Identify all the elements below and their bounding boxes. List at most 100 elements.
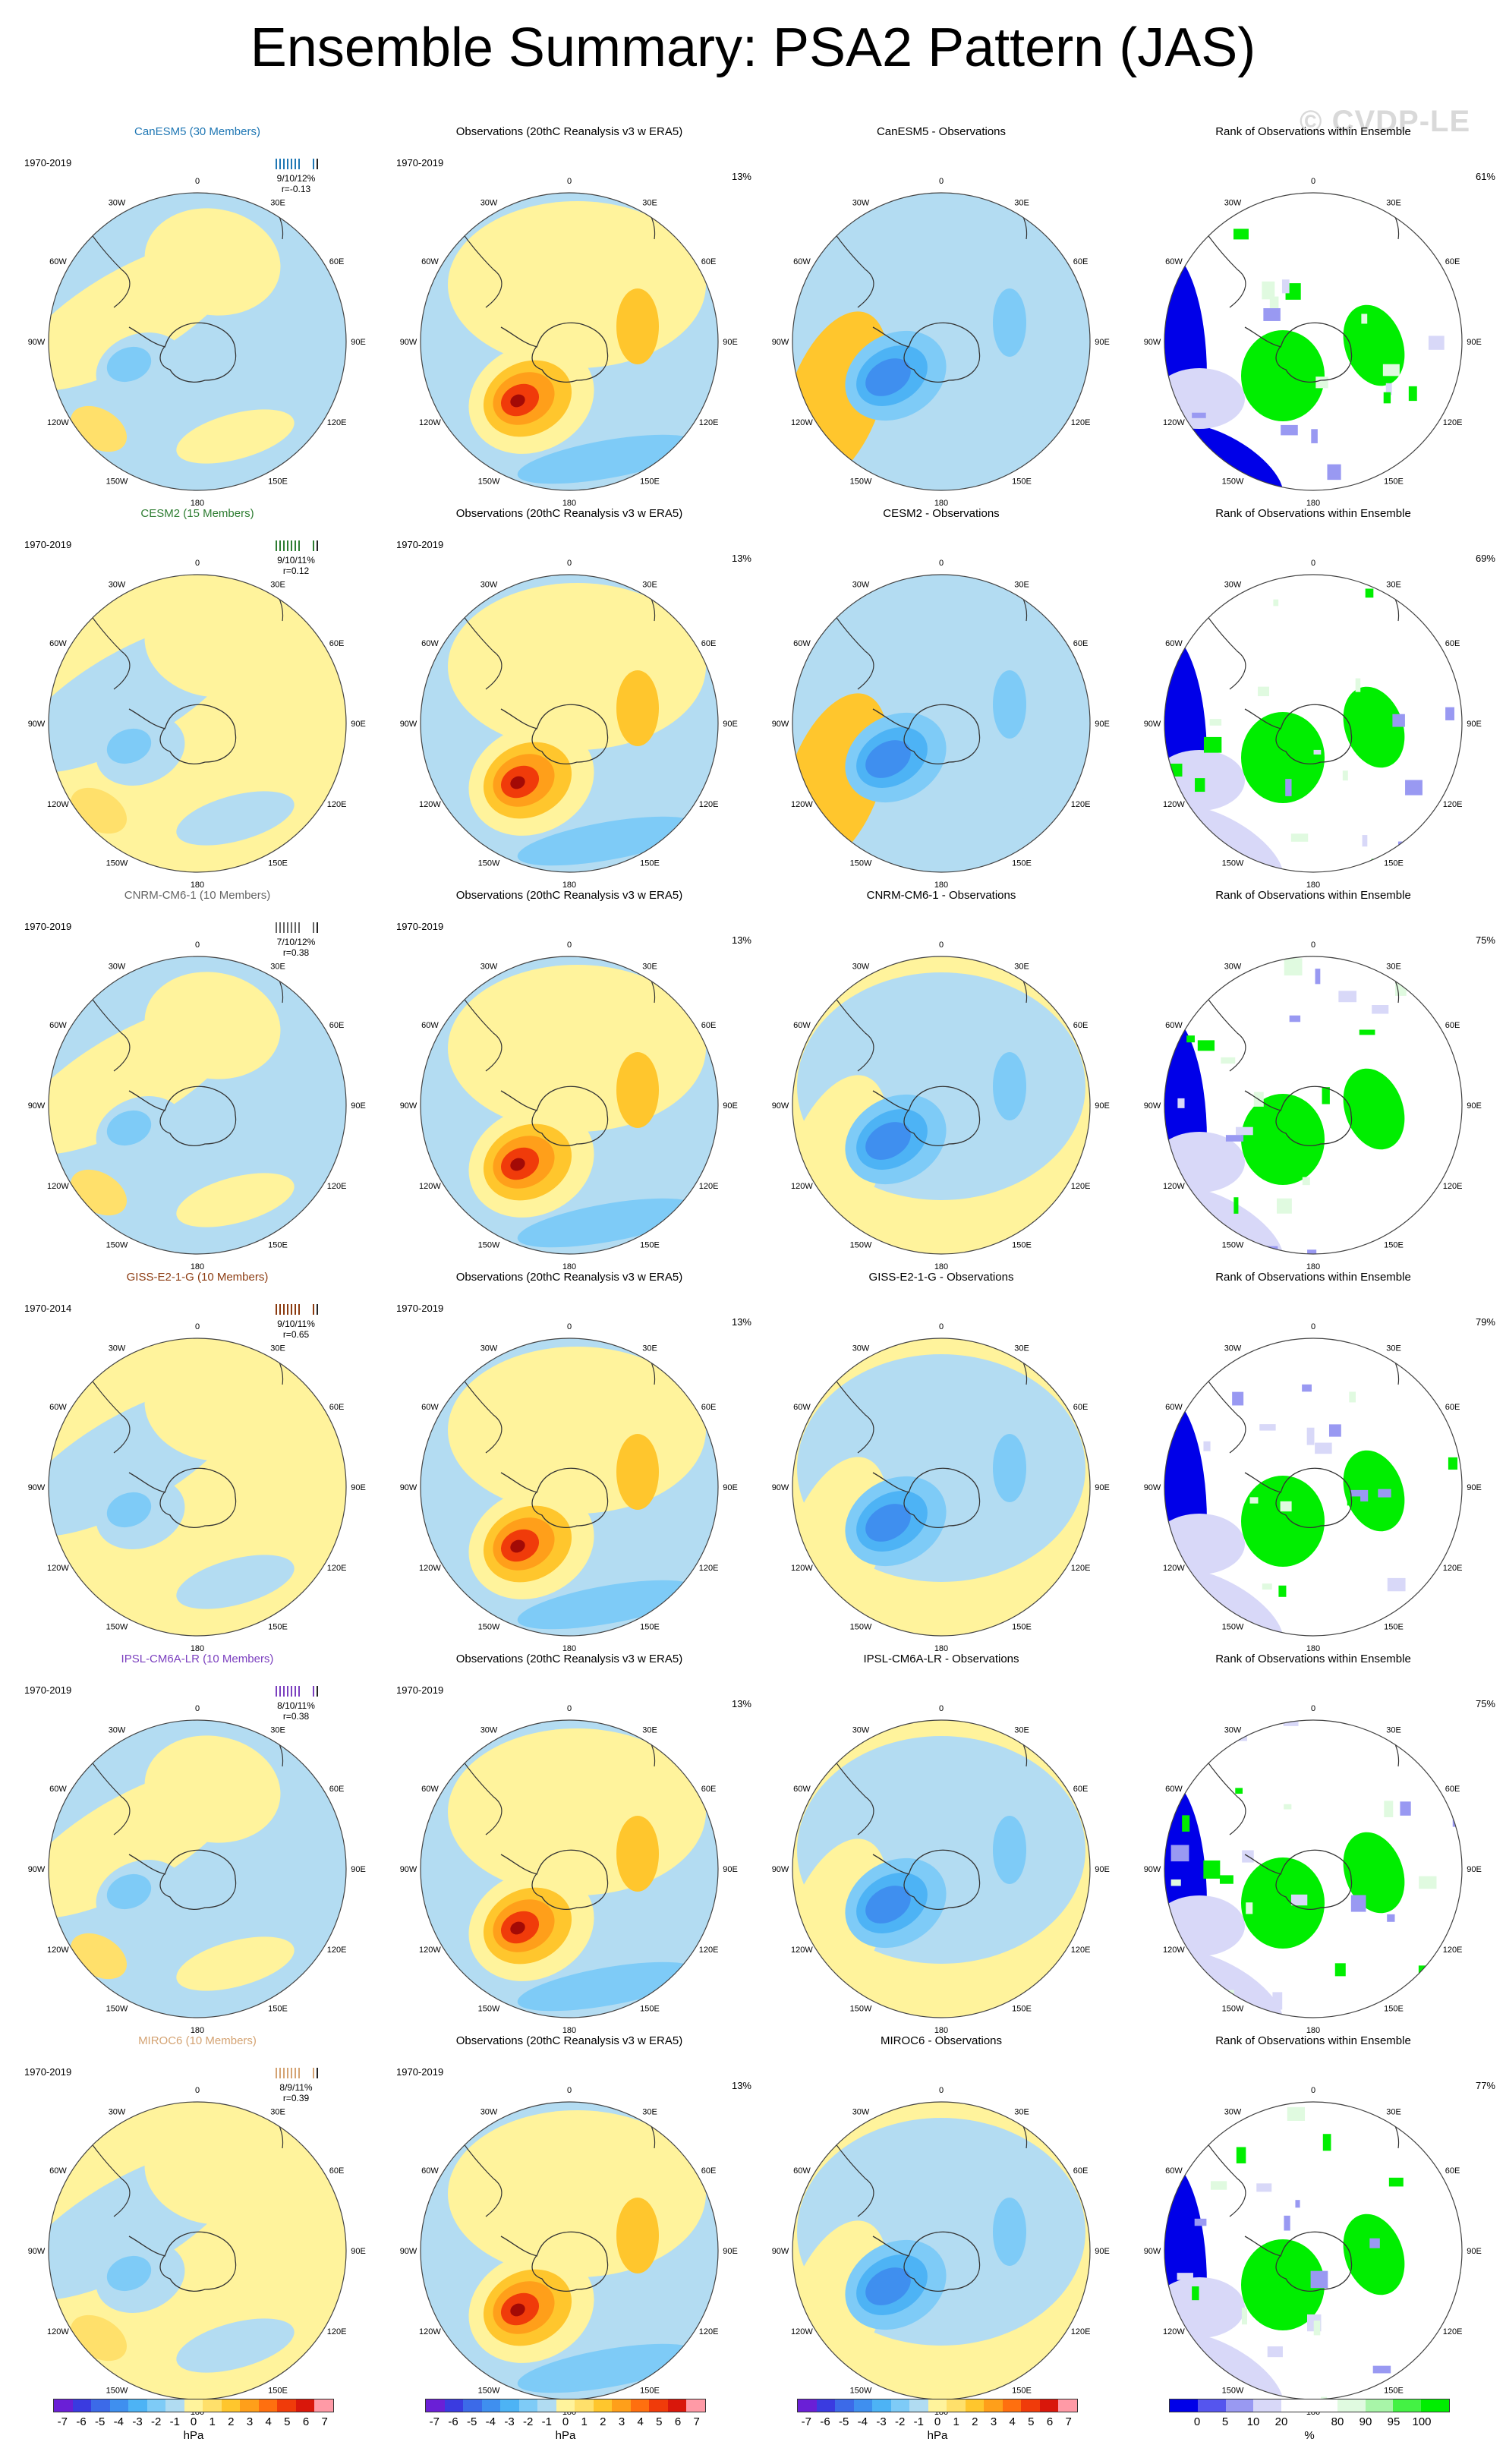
rank-cell: [1338, 991, 1356, 1003]
longitude-label: 90E: [1467, 1865, 1482, 1874]
new-zealand-coast: [614, 1627, 629, 1636]
rank-cell: [1235, 1788, 1243, 1794]
longitude-label: 150W: [850, 859, 872, 868]
panel-model-1: CanESM5 (30 Members) 1970-2019 9/10/12% r=-…: [15, 125, 380, 508]
rank-cell: [1349, 1391, 1356, 1403]
longitude-label: 30W: [109, 1725, 126, 1735]
colorbar-labels: 0 5 10 20 80 90 95 100: [1169, 2415, 1450, 2429]
longitude-label: 150W: [478, 1241, 500, 1250]
rank-cell: [1405, 780, 1423, 796]
longitude-label: 90W: [400, 338, 417, 347]
longitude-label: 30W: [1224, 580, 1242, 589]
antarctic-peninsula: [872, 326, 910, 348]
low-pressure-region-east: [993, 670, 1026, 739]
longitude-label: 60W: [421, 1403, 439, 1412]
rank-cell: [1347, 1496, 1361, 1506]
colorbar-tick-label: 0: [190, 2415, 197, 2428]
longitude-label: 90E: [351, 1483, 366, 1492]
longitude-label: 120W: [1163, 2327, 1185, 2336]
longitude-label: 30E: [1386, 1344, 1401, 1353]
rank-high-region: [1241, 330, 1325, 421]
rank-cell: [1210, 2181, 1227, 2190]
longitude-label: 150E: [1012, 1241, 1032, 1250]
australia-coast: [690, 2339, 718, 2390]
australia-coast: [318, 430, 346, 481]
longitude-label: 150E: [268, 2005, 288, 2014]
new-zealand-coast: [986, 1245, 1001, 1254]
colorbar-tick-label: -2: [522, 2415, 534, 2428]
longitude-label: 30W: [1224, 962, 1242, 971]
rank-cell: [1192, 2286, 1199, 2301]
colorbar-swatches: [1169, 2399, 1450, 2412]
antarctica-coast: [531, 1849, 609, 1910]
longitude-label: 120W: [791, 1564, 813, 1573]
period-label: 1970-2019: [24, 157, 72, 169]
antarctic-peninsula: [128, 1854, 166, 1875]
longitude-label: 90E: [1467, 338, 1482, 347]
percent-label: 13%: [731, 2080, 751, 2091]
longitude-label: 90W: [772, 1483, 789, 1492]
rank-cell: [1460, 2272, 1462, 2282]
longitude-label: 90E: [1467, 2247, 1482, 2256]
longitude-label: 60E: [701, 1021, 717, 1030]
longitude-label: 90E: [1467, 720, 1482, 729]
longitude-label: 120E: [327, 418, 347, 427]
longitude-label: 90W: [772, 1101, 789, 1111]
percent-label: 13%: [731, 1316, 751, 1328]
colorbar-swatch: [965, 2399, 985, 2412]
longitude-label: 120E: [1071, 800, 1091, 809]
colorbar-tick-label: -7: [57, 2415, 68, 2428]
map-field: [421, 2102, 718, 2399]
longitude-label: 150E: [1012, 859, 1032, 868]
map-boundary: [48, 956, 347, 1255]
longitude-label: 120E: [1443, 1946, 1463, 1955]
rank-cell: [1259, 1424, 1276, 1431]
longitude-label: 120E: [327, 2327, 347, 2336]
longitude-label: 30E: [642, 580, 657, 589]
high-pressure-region-east: [616, 288, 659, 364]
ensemble-stats: 9/10/11% r=0.65: [269, 1303, 323, 1340]
longitude-label: 60E: [329, 257, 345, 266]
longitude-label: 30E: [270, 1344, 285, 1353]
map-field: [792, 575, 1090, 872]
rank-title: Rank of Observations within Ensemble: [1215, 507, 1411, 520]
longitude-label: 30E: [1014, 2107, 1029, 2116]
panel-diff-2: CESM2 - Observations 0 30E 60E 90E 120E 150E 18…: [759, 507, 1123, 890]
panel-model-6: MIROC6 (10 Members) 1970-2019 8/9/11% r=0.3…: [15, 2034, 380, 2417]
colorbar-hpa-2: -7 -6 -5 -4 -3 -2 -1 0 1 2 3 4 5 6 7 hPa: [425, 2399, 706, 2442]
colorbar-tick-label: 5: [284, 2415, 291, 2428]
ensemble-stats: 7/10/12% r=0.38: [269, 921, 323, 958]
diff-map: 0 30E 60E 90E 120E 150E 180 150W 120W 90W 60W 30W: [772, 1704, 1110, 2035]
rank-cell: [1290, 833, 1309, 842]
longitude-label: 90W: [400, 1865, 417, 1874]
map-field: [49, 1720, 346, 2018]
diff-map: 0 30E 60E 90E 120E 150E 180 150W 120W 90W 60W 30W: [772, 177, 1110, 508]
rank-cell: [1281, 424, 1298, 436]
colorbar-tick-label: 80: [1331, 2415, 1344, 2428]
longitude-label: 120W: [47, 1946, 69, 1955]
rank-cell: [1322, 2134, 1331, 2151]
longitude-label: 30W: [480, 1344, 498, 1353]
longitude-label: 150W: [1222, 1241, 1244, 1250]
longitude-label: 0: [195, 177, 200, 186]
longitude-label: 180: [191, 881, 204, 890]
colorbar-tick-label: 1: [209, 2415, 216, 2428]
percent-label: 13%: [731, 1698, 751, 1709]
colorbar-swatch: [537, 2399, 556, 2412]
rank-cell: [1269, 296, 1279, 308]
longitude-label: 120W: [1163, 418, 1185, 427]
longitude-label: 150E: [1012, 2005, 1032, 2014]
map-boundary: [1164, 956, 1463, 1255]
rank-cell: [1306, 1427, 1315, 1445]
rank-cell: [1203, 1603, 1221, 1618]
rank-cell: [1219, 1875, 1233, 1884]
longitude-label: 30E: [642, 198, 657, 207]
rank-cell: [1461, 2110, 1462, 2119]
colorbar-swatch: [1281, 2399, 1309, 2412]
colorbar-swatch: [909, 2399, 928, 2412]
longitude-label: 150W: [1222, 477, 1244, 487]
observations-title: Observations (20thC Reanalysis v3 w ERA5…: [455, 1271, 683, 1284]
rank-cell: [1241, 2308, 1247, 2325]
rank-cell: [1350, 1895, 1366, 1912]
rank-cell: [1208, 1358, 1221, 1368]
